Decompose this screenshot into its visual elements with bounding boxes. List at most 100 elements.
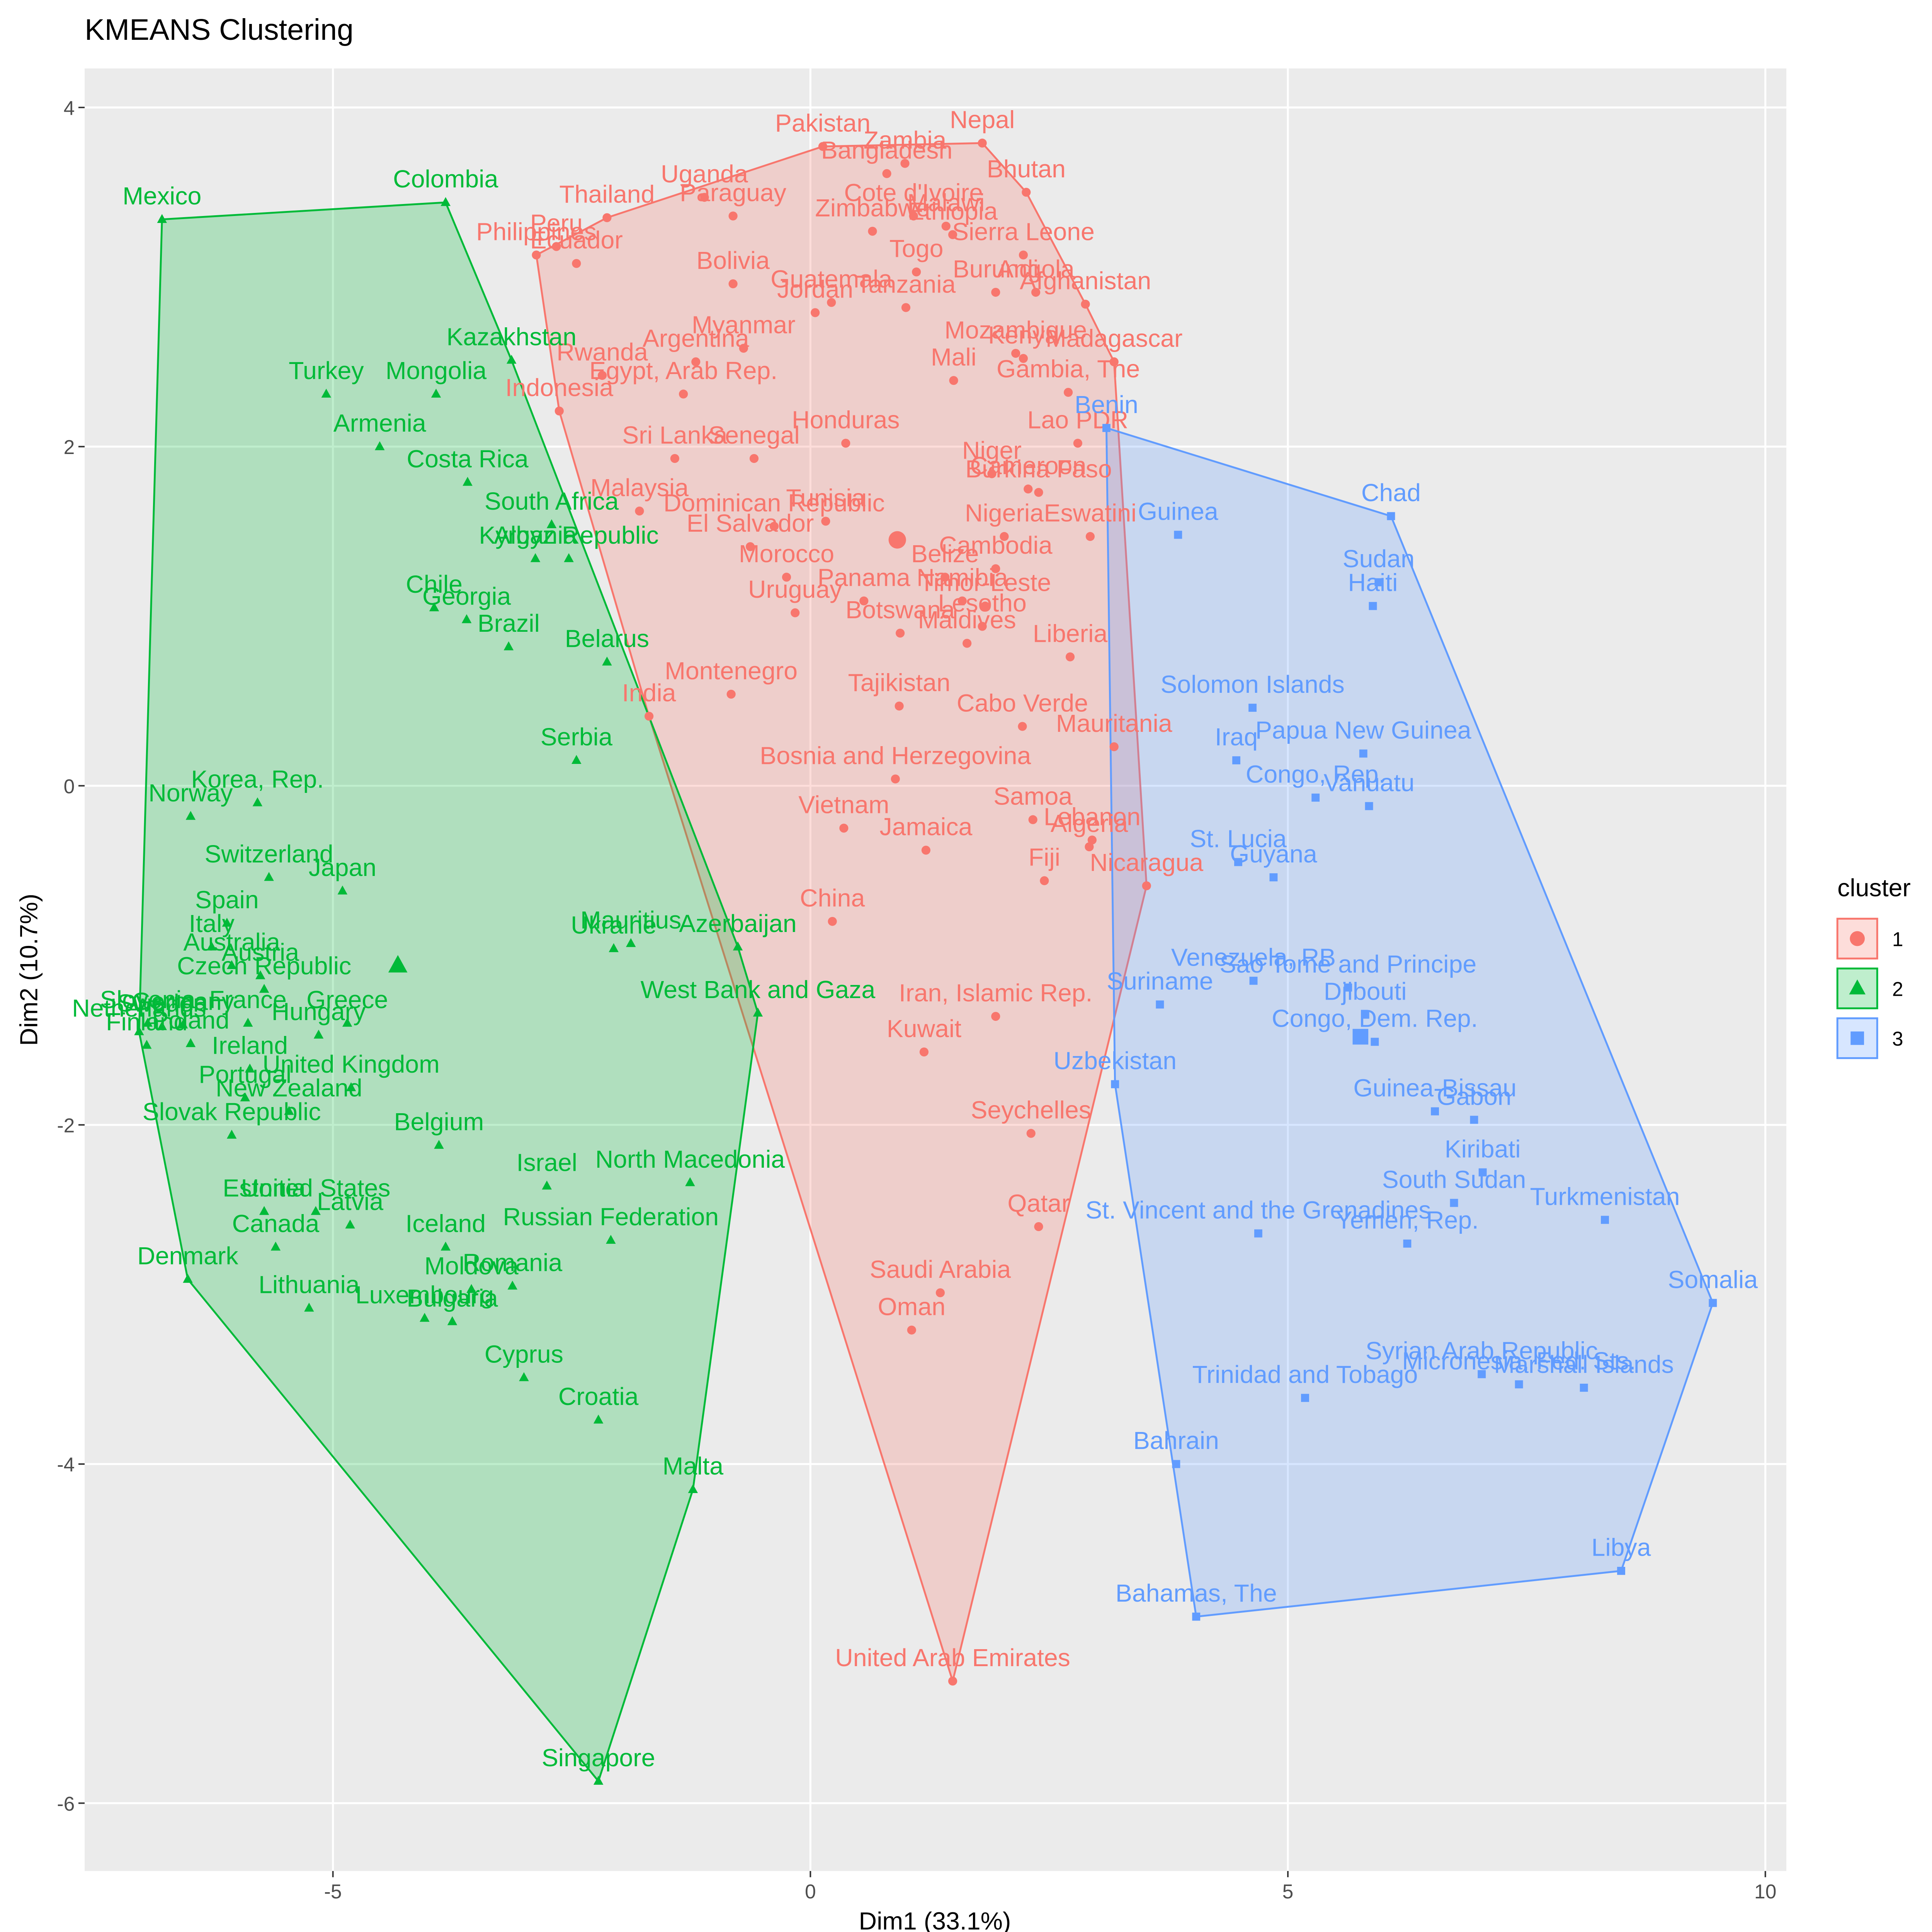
point-label: Latvia [317,1187,383,1215]
point-label: Eswatini [1044,499,1136,527]
data-point [1311,793,1320,802]
data-point [901,303,911,312]
data-point [1431,1107,1439,1116]
y-axis-title: Dim2 (10.7%) [15,894,43,1046]
data-point [782,573,791,582]
cluster-hull [138,201,759,1783]
data-point [252,797,263,806]
point-label: Hungary [272,998,366,1026]
point-label: Uganda [661,160,748,188]
data-point [270,1242,281,1251]
data-point [895,701,904,711]
data-point [1269,873,1278,881]
point-label: Mali [931,343,976,371]
point-label: India [622,679,676,707]
data-point [1387,512,1395,520]
data-point [896,628,905,638]
data-point [461,614,472,623]
data-point [178,1019,188,1029]
data-point [1018,722,1027,731]
data-point [431,388,441,398]
data-point [1234,858,1242,866]
data-point [1111,1080,1119,1088]
data-point [157,214,167,223]
data-point [342,1017,352,1027]
data-point [532,250,541,260]
data-point [606,1235,616,1244]
point-label: Vietnam [798,791,889,819]
point-label: Philippines [476,218,597,245]
point-label: Belize [911,540,979,568]
point-label: Colombia [393,165,498,193]
data-point [1073,439,1082,448]
point-label: Burundi [953,255,1039,283]
data-point [978,622,987,631]
point-label: Niger [962,436,1022,464]
point-label: France [209,986,287,1014]
data-point [821,517,830,526]
point-label: Serbia [541,723,612,751]
data-point [839,823,849,833]
point-label: Namibia [917,564,1008,592]
data-point [185,811,196,820]
point-label: Turkmenistan [1530,1182,1680,1210]
data-point [868,226,877,236]
x-axis-title: Dim1 (33.1%) [859,1907,1011,1932]
point-label: United Kingdom [262,1050,439,1078]
point-label: Portugal [199,1060,291,1088]
point-label: Israel [516,1149,577,1177]
point-label: Austria [222,938,299,966]
point-label: Djibouti [1324,977,1407,1005]
data-point [626,938,636,947]
data-point [1000,532,1009,541]
data-point [222,918,232,927]
point-label: Finland [106,1008,187,1036]
point-label: Germany [132,988,235,1015]
data-point [1403,1239,1412,1248]
point-label: Angola [997,255,1075,283]
data-point [753,1007,763,1017]
point-label: Liberia [1033,619,1108,647]
point-label: Nigeria [965,499,1044,527]
point-label: Russian Federation [503,1203,719,1231]
data-point [1081,299,1090,309]
point-label: Singapore [542,1744,655,1772]
point-label: Nicaragua [1090,849,1203,876]
data-point [185,1038,196,1047]
data-point [688,1484,698,1493]
data-point [507,355,517,364]
data-point [980,601,990,611]
point-label: Kiribati [1445,1135,1521,1163]
point-label: Nepal [950,106,1015,134]
data-point [304,1303,314,1312]
data-point [345,1219,355,1229]
data-point [1174,531,1182,539]
point-label: Guinea [1138,497,1218,525]
point-label: Dominican Republic [663,489,885,517]
data-point [447,1316,457,1325]
point-label: Tanzania [856,270,956,298]
data-point [828,917,837,926]
data-point [134,1026,144,1036]
data-point [1102,424,1111,432]
point-label: Kuwait [887,1015,961,1043]
point-label: Chad [1361,479,1421,507]
point-label: Mauritius [580,906,681,934]
point-label: Guyana [1230,840,1317,868]
data-point [141,1040,152,1049]
point-label: Belgium [394,1108,484,1136]
data-point [284,1106,294,1115]
point-label: Bhutan [987,155,1066,183]
point-label: Zimbabwe [815,194,930,222]
point-label: Gabon [1437,1082,1511,1110]
data-point [157,1021,167,1030]
data-point [1040,876,1049,885]
legend-marker [1850,931,1865,946]
point-label: Somalia [1668,1265,1758,1293]
legend-marker [1849,979,1866,995]
data-point [791,608,800,617]
point-label: Suriname [1107,967,1213,995]
point-label: Chile [406,570,463,598]
point-label: Seychelles [971,1096,1091,1124]
data-point [900,159,910,168]
